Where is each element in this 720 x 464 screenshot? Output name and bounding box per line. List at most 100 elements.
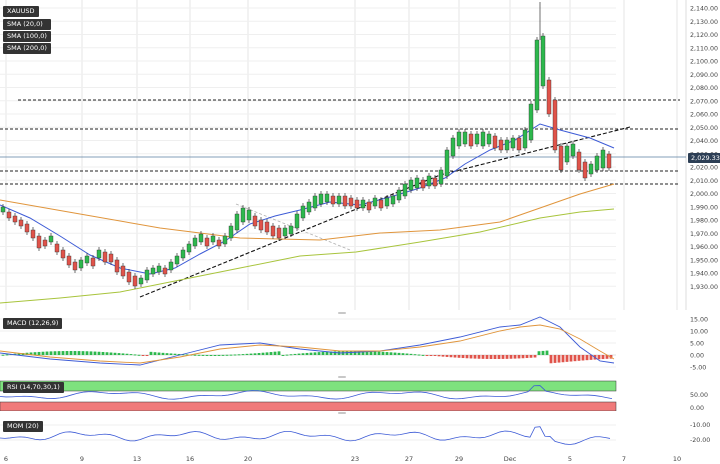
- price-tick-label: 2,020.00: [690, 165, 718, 172]
- candle-body: [252, 215, 258, 227]
- price-chart[interactable]: 2,140.00 2,130.00 2,120.00 2,110.00 2,100.00…: [0, 0, 720, 310]
- rsi-tick-label: 50.00: [690, 392, 708, 399]
- candle-body: [564, 145, 570, 163]
- sma100-label[interactable]: SMA (100,0): [3, 31, 51, 42]
- candle-body: [348, 197, 354, 207]
- macd-histogram-bar: [421, 354, 425, 356]
- macd-histogram-bar: [229, 354, 233, 356]
- candle-body: [150, 267, 156, 275]
- mom-tick-label: -20.00: [690, 437, 710, 444]
- rsi-tick-label: 0.00: [690, 405, 704, 411]
- pane-resize-handle[interactable]: [338, 376, 346, 378]
- sma100-line: [0, 183, 615, 241]
- macd-tick-label: -5.00: [690, 365, 706, 372]
- macd-label[interactable]: MACD (12,26,9): [3, 318, 63, 329]
- macd-histogram-bar: [313, 352, 317, 355]
- macd-histogram-bar: [105, 352, 109, 355]
- candle-body: [96, 249, 102, 259]
- candle-body: [402, 183, 408, 197]
- macd-histogram-bar: [41, 351, 45, 355]
- candle-body: [282, 227, 288, 237]
- candle-body: [456, 131, 462, 147]
- macd-histogram-bar: [601, 355, 605, 360]
- macd-histogram-bar: [373, 351, 377, 355]
- price-pane[interactable]: 2,140.00 2,130.00 2,120.00 2,110.00 2,100.00…: [0, 0, 720, 310]
- macd-histogram-bar: [13, 353, 17, 355]
- macd-chart[interactable]: 15.00 10.00 5.00 0.00 -5.00: [0, 315, 720, 373]
- candle-body: [534, 39, 540, 111]
- macd-histogram-bar: [349, 351, 353, 355]
- sma20-label[interactable]: SMA (20,0): [3, 19, 51, 30]
- candle-body: [138, 277, 144, 285]
- candle-body: [366, 201, 372, 211]
- macd-histogram-bar: [517, 355, 521, 359]
- candle-body: [66, 255, 72, 266]
- price-tick-label: 2,060.00: [690, 112, 718, 119]
- macd-histogram-bar: [293, 353, 297, 355]
- candle-body: [36, 235, 42, 249]
- macd-histogram-bar: [565, 355, 569, 362]
- rsi-oversold-zone: [0, 401, 617, 412]
- candle-body: [336, 195, 342, 205]
- candle-body: [48, 235, 54, 243]
- macd-histogram-bar: [461, 355, 465, 359]
- candle-body: [360, 199, 366, 209]
- candle-body: [234, 213, 240, 231]
- time-axis: 6 9 13 16 20 23 27 29 Dec 5 7 10: [4, 455, 681, 463]
- candle-body: [228, 225, 234, 239]
- price-tick-label: 2,120.00: [690, 32, 718, 39]
- macd-histogram-bar: [321, 351, 325, 355]
- macd-histogram-bar: [605, 355, 609, 359]
- macd-histogram-bar: [309, 352, 313, 355]
- macd-histogram-bar: [569, 355, 573, 362]
- macd-histogram-bar: [153, 352, 157, 355]
- macd-histogram-bar: [173, 353, 177, 355]
- sma200-label[interactable]: SMA (200,0): [3, 43, 51, 54]
- candle-body: [486, 133, 492, 145]
- macd-histogram-bar: [577, 355, 581, 361]
- macd-histogram-bar: [281, 354, 285, 356]
- candle-body: [294, 213, 300, 229]
- macd-pane[interactable]: 15.00 10.00 5.00 0.00 -5.00 MACD (12,26,9): [0, 315, 720, 373]
- candle-body: [120, 265, 126, 277]
- macd-histogram-bar: [213, 354, 217, 356]
- macd-histogram-bar: [177, 353, 181, 355]
- pane-resize-handle[interactable]: [338, 312, 346, 314]
- mom-label[interactable]: MOM (20): [3, 421, 43, 432]
- symbol-label[interactable]: XAUUSD: [3, 6, 39, 17]
- macd-histogram-bar: [581, 355, 585, 361]
- time-tick-label: Dec: [504, 455, 517, 463]
- macd-histogram-bar: [385, 352, 389, 355]
- pane-resize-handle[interactable]: [338, 412, 346, 414]
- mom-chart[interactable]: -10.00 -20.00: [0, 416, 720, 452]
- mom-pane[interactable]: -10.00 -20.00 MOM (20): [0, 416, 720, 452]
- macd-histogram-bar: [553, 355, 557, 363]
- macd-histogram-bar: [449, 355, 453, 358]
- candle-body: [558, 145, 564, 171]
- price-tick-label: 1,930.00: [690, 284, 718, 291]
- macd-histogram-bar: [561, 355, 565, 363]
- macd-histogram-bar: [393, 352, 397, 355]
- macd-histogram-bar: [437, 355, 441, 357]
- macd-histogram-bar: [529, 355, 533, 358]
- macd-histogram-bar: [253, 353, 257, 355]
- macd-histogram-bar: [477, 355, 481, 359]
- macd-histogram-bar: [157, 352, 161, 355]
- macd-histogram-bar: [305, 352, 309, 355]
- macd-histogram-bar: [333, 351, 337, 355]
- candle-body: [60, 249, 66, 259]
- macd-histogram-bar: [117, 353, 121, 355]
- macd-tick-label: 5.00: [690, 341, 704, 348]
- macd-histogram-bar: [549, 355, 553, 364]
- price-tick-label: 2,010.00: [690, 178, 718, 185]
- rsi-label[interactable]: RSI (14,70,30,1): [3, 382, 64, 393]
- candle-body: [384, 197, 390, 207]
- rsi-chart[interactable]: 50.00 0.00: [0, 379, 720, 412]
- rsi-pane[interactable]: 50.00 0.00 RSI (14,70,30,1): [0, 379, 720, 412]
- macd-histogram-bar: [453, 355, 457, 358]
- price-tick-label: 2,140.00: [690, 6, 718, 13]
- macd-histogram-bar: [389, 352, 393, 355]
- candle-body: [162, 267, 168, 275]
- macd-histogram-bar: [493, 355, 497, 359]
- candle-body: [354, 199, 360, 209]
